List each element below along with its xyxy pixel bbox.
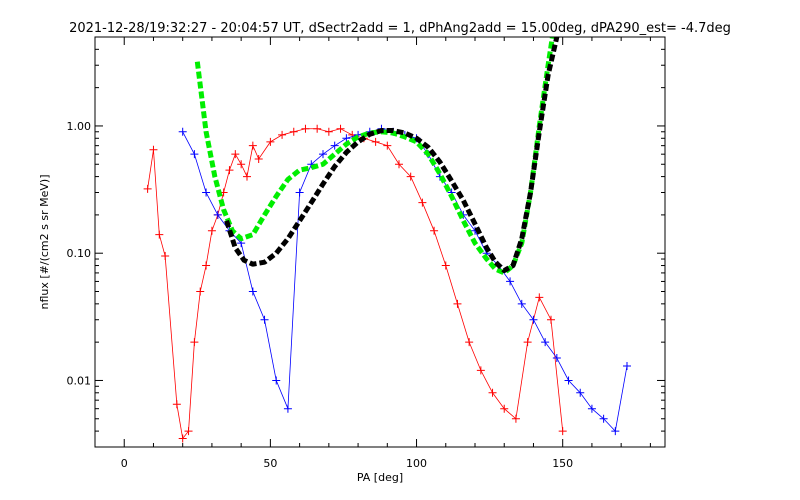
data-point-marker [172,400,181,409]
data-point-marker [190,338,199,347]
data-point-marker [418,198,427,207]
data-point-marker [488,388,497,397]
data-point-marker [599,414,608,423]
x-tick-label: 50 [263,457,277,470]
plot-frame [94,36,666,448]
data-point-marker [547,315,555,324]
data-point-marker [248,141,257,150]
data-point-marker [430,226,439,235]
data-point-marker [313,124,322,133]
data-point-marker [406,172,415,181]
data-point-marker [476,366,485,375]
data-point-marker [564,376,573,385]
data-point-marker [587,404,596,413]
data-point-marker [395,160,403,169]
data-point-marker [523,338,532,347]
data-point-marker [500,404,509,413]
data-point-marker [453,299,462,308]
y-tick-label: 0.01 [67,374,92,387]
data-point-marker [231,150,240,159]
data-point-marker [149,145,158,154]
data-point-marker [517,299,526,308]
data-point-marker [202,188,211,197]
series-line-red [147,128,564,440]
data-point-marker [324,127,333,136]
data-point-marker [576,388,585,397]
data-point-marker [266,137,275,146]
data-point-marker [511,414,520,423]
data-point-marker [260,315,269,324]
data-point-marker [330,141,339,150]
data-point-marker [558,427,567,436]
data-point-marker [184,427,193,436]
y-tick-label: 1.00 [67,120,92,133]
data-point-marker [278,130,287,139]
data-point-marker [319,150,327,159]
data-point-marker [541,338,550,347]
data-point-marker [225,166,234,175]
data-point-marker [237,160,246,169]
data-point-marker [611,427,620,436]
axis-ticks: 0 50 100 150 1.00 0.10 0.01 [67,36,665,470]
data-point-marker [190,150,199,159]
data-point-marker [178,434,187,443]
data-point-marker [207,226,216,235]
data-point-marker [196,287,205,296]
data-point-marker [283,404,292,413]
x-axis-label: PA [deg] [357,471,403,484]
fit-curve-green [194,37,555,276]
data-point-marker [202,261,211,270]
data-point-marker [383,141,392,150]
data-point-marker [272,376,281,385]
y-tick-label: 0.10 [67,247,92,260]
x-tick-label: 0 [121,457,128,470]
data-point-marker [342,134,351,143]
data-point-marker [441,261,450,270]
data-point-marker [301,124,310,133]
data-point-marker [254,154,263,163]
data-point-marker [336,124,345,133]
data-point-marker [155,230,164,239]
data-point-marker [295,188,304,197]
chart-title: 2021-12-28/19:32:27 - 20:04:57 UT, dSect… [69,21,731,36]
data-point-marker [178,127,187,136]
data-point-marker [248,287,257,296]
data-point-marker [552,354,561,363]
data-point-marker [465,338,474,347]
data-point-marker [213,210,222,219]
data-point-marker [371,137,380,146]
series-line-blue [182,128,628,432]
data-point-marker [623,361,631,370]
x-tick-label: 150 [552,457,573,470]
fit-curve-black [224,37,560,274]
data-point-marker [143,184,152,193]
data-point-marker [289,127,298,136]
data-point-marker [529,315,538,324]
data-point-marker [535,293,544,302]
data-point-marker [161,252,170,261]
x-tick-label: 100 [406,457,427,470]
data-point-marker [506,277,515,286]
data-point-marker [243,172,251,181]
y-axis-label: nflux [#/(cm2 s sr MeV)] [38,175,51,310]
plot-content [143,37,631,443]
